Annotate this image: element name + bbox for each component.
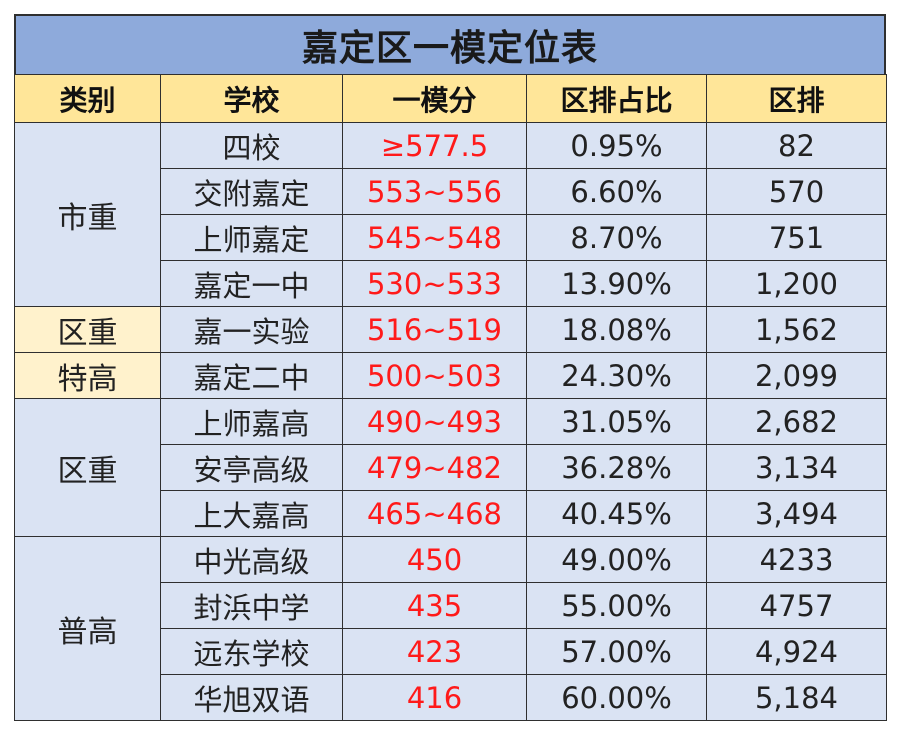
header-school: 学校 (160, 74, 343, 123)
score-cell: 516~519 (342, 306, 527, 353)
rank-cell: 4,924 (706, 628, 887, 675)
rank-percent-cell: 31.05% (526, 398, 707, 445)
table-container: 嘉定区一模定位表 类别 学校 一模分 区排占比 区排 市重 四校 ≥577.5 0.9… (14, 14, 887, 721)
category-cell: 区重 (14, 306, 161, 353)
score-cell: 500~503 (342, 352, 527, 399)
table-row: 华旭双语 416 60.00% 5,184 (15, 674, 887, 721)
score-cell: 465~468 (342, 490, 527, 537)
score-cell: 545~548 (342, 214, 527, 261)
table-row: 上师嘉定 545~548 8.70% 751 (15, 214, 887, 261)
rank-cell: 4757 (706, 582, 887, 629)
table-body: 市重 四校 ≥577.5 0.95% 82 交附嘉定 553~556 6.60% 570 上师嘉定… (14, 122, 887, 721)
category-cell: 特高 (14, 352, 161, 399)
table-row: 封浜中学 435 55.00% 4757 (15, 582, 887, 629)
rank-percent-cell: 18.08% (526, 306, 707, 353)
rank-cell: 2,099 (706, 352, 887, 399)
rank-percent-cell: 60.00% (526, 674, 707, 721)
school-cell: 四校 (160, 122, 343, 169)
score-cell: 530~533 (342, 260, 527, 307)
rank-cell: 4233 (706, 536, 887, 583)
rank-percent-cell: 40.45% (526, 490, 707, 537)
rank-percent-cell: 6.60% (526, 168, 707, 215)
rank-percent-cell: 57.00% (526, 628, 707, 675)
table-row: 特高 嘉定二中 500~503 24.30% 2,099 (14, 352, 887, 399)
school-cell: 嘉一实验 (160, 306, 343, 353)
score-cell: 423 (342, 628, 527, 675)
rank-cell: 82 (706, 122, 887, 169)
school-cell: 安亭高级 (160, 444, 343, 491)
rank-cell: 3,494 (706, 490, 887, 537)
category-cell: 区重 (14, 398, 161, 537)
school-cell: 远东学校 (160, 628, 343, 675)
school-cell: 上师嘉定 (160, 214, 343, 261)
school-cell: 嘉定二中 (160, 352, 343, 399)
header-rank: 区排 (706, 74, 887, 123)
header-category: 类别 (14, 74, 161, 123)
rank-cell: 570 (706, 168, 887, 215)
school-cell: 上师嘉高 (160, 398, 343, 445)
ranking-table: 类别 学校 一模分 区排占比 区排 市重 四校 ≥577.5 0.95% 82 交附嘉定 5… (14, 74, 887, 721)
table-row: 远东学校 423 57.00% 4,924 (15, 628, 887, 675)
rank-percent-cell: 13.90% (526, 260, 707, 307)
score-cell: 490~493 (342, 398, 527, 445)
table-row: 区重 嘉一实验 516~519 18.08% 1,562 (14, 306, 887, 353)
rank-percent-cell: 24.30% (526, 352, 707, 399)
rank-cell: 1,200 (706, 260, 887, 307)
school-cell: 华旭双语 (160, 674, 343, 721)
school-cell: 交附嘉定 (160, 168, 343, 215)
rank-cell: 3,134 (706, 444, 887, 491)
score-cell: 416 (342, 674, 527, 721)
rank-cell: 1,562 (706, 306, 887, 353)
rank-cell: 751 (706, 214, 887, 261)
category-cell: 市重 (14, 122, 161, 307)
header-score: 一模分 (342, 74, 527, 123)
score-cell: 435 (342, 582, 527, 629)
school-cell: 嘉定一中 (160, 260, 343, 307)
rank-cell: 5,184 (706, 674, 887, 721)
rank-percent-cell: 49.00% (526, 536, 707, 583)
header-rank-percent: 区排占比 (526, 74, 707, 123)
table-row: 普高 中光高级 450 49.00% 4233 (14, 536, 887, 721)
school-cell: 中光高级 (160, 536, 343, 583)
school-cell: 上大嘉高 (160, 490, 343, 537)
score-cell: 553~556 (342, 168, 527, 215)
rank-cell: 2,682 (706, 398, 887, 445)
rank-percent-cell: 36.28% (526, 444, 707, 491)
table-row: 上大嘉高 465~468 40.45% 3,494 (15, 490, 887, 537)
school-cell: 封浜中学 (160, 582, 343, 629)
header-row: 类别 学校 一模分 区排占比 区排 (14, 74, 887, 123)
score-cell: 479~482 (342, 444, 527, 491)
rank-percent-cell: 0.95% (526, 122, 707, 169)
table-row: 交附嘉定 553~556 6.60% 570 (15, 168, 887, 215)
score-cell: ≥577.5 (342, 122, 527, 169)
score-cell: 450 (342, 536, 527, 583)
rank-percent-cell: 55.00% (526, 582, 707, 629)
table-row: 嘉定一中 530~533 13.90% 1,200 (15, 260, 887, 307)
table-row: 市重 四校 ≥577.5 0.95% 82 (14, 122, 887, 307)
rank-percent-cell: 8.70% (526, 214, 707, 261)
table-row: 区重 上师嘉高 490~493 31.05% 2,682 (14, 398, 887, 537)
table-title: 嘉定区一模定位表 (14, 14, 886, 74)
category-cell: 普高 (14, 536, 161, 721)
